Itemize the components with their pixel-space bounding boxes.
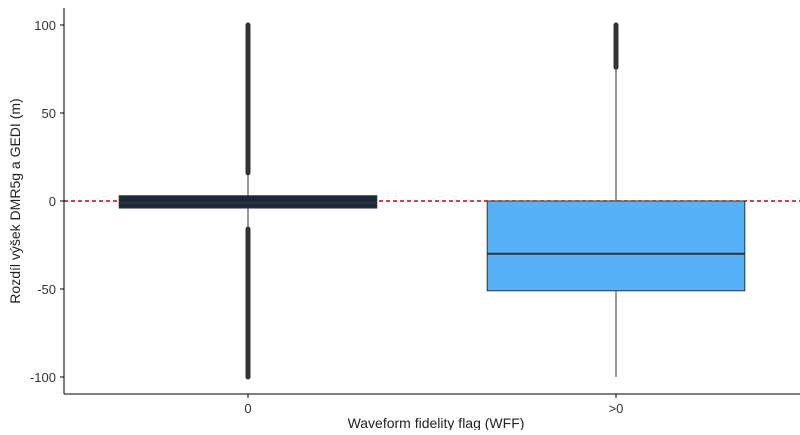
x-axis-label: Waveform fidelity flag (WFF)	[348, 415, 525, 430]
y-tick-label: -50	[37, 282, 56, 297]
y-axis-label: Rozdíl výšek DMR5g a GEDI (m)	[7, 98, 23, 303]
y-tick-label: 0	[49, 194, 56, 209]
ticks-layer: 100 50 0 -50 -100 0 >0	[30, 18, 623, 416]
y-tick-label: -100	[30, 370, 56, 385]
box-gt0	[486, 200, 746, 292]
x-tick-label: >0	[609, 401, 624, 416]
y-tick-label: 100	[34, 18, 56, 33]
y-tick-label: 50	[42, 106, 56, 121]
marks-layer	[64, 22, 800, 380]
x-tick-label: 0	[244, 401, 251, 416]
